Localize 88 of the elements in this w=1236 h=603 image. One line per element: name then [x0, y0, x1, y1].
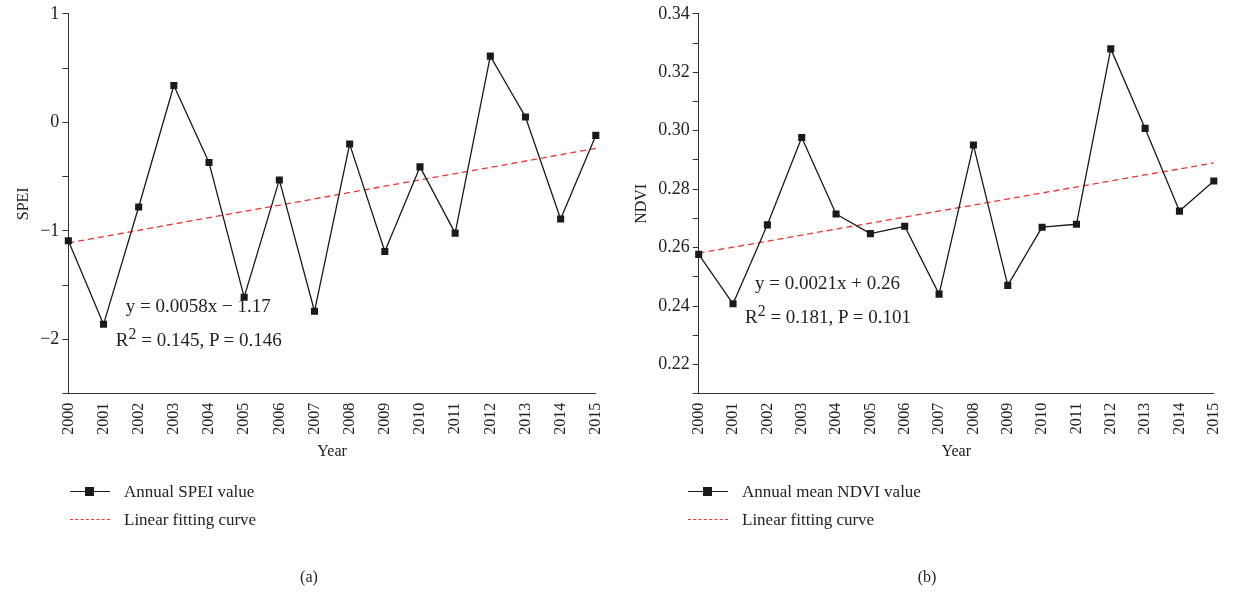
point	[832, 210, 840, 218]
x-tick-label: 2000	[58, 402, 76, 435]
x-tick-label: 2015	[1204, 402, 1221, 435]
x-tick-label: 2013	[515, 402, 533, 435]
x-tick-label: 2011	[1066, 402, 1084, 435]
y-tick-label: 0.30	[658, 119, 690, 140]
y-axis-title: NDVI	[631, 183, 649, 224]
x-tick-label: 2011	[445, 402, 463, 435]
y-tick-label: 0.34	[658, 2, 690, 23]
x-tick-label: 2005	[860, 402, 878, 435]
point	[1038, 223, 1046, 231]
point	[763, 221, 771, 229]
point	[798, 133, 806, 141]
x-tick-label: 2008	[339, 402, 357, 435]
y-tick-label: 0.22	[658, 353, 690, 374]
x-tick-label: 2015	[586, 402, 603, 435]
x-axis-title: Year	[941, 441, 972, 459]
annotation: y = 0.0058x − 1.17	[125, 295, 271, 317]
x-tick-label: 2014	[550, 402, 568, 435]
annotation: y = 0.0021x + 0.26	[755, 272, 900, 295]
point	[935, 290, 943, 298]
x-tick-label: 2002	[128, 402, 146, 435]
point	[310, 307, 319, 315]
annotation: R$^{2}$ = 0.145, P = 0.146	[115, 325, 282, 352]
y-tick-label: −2	[40, 328, 60, 349]
point	[64, 237, 72, 245]
point	[729, 300, 737, 308]
point	[346, 140, 354, 148]
point	[135, 203, 143, 211]
x-tick-label: 2010	[410, 402, 428, 435]
legend-label: Linear fitting curve	[124, 510, 257, 530]
x-tick-label: 2009	[375, 402, 393, 435]
x-axis-title: Year	[317, 441, 348, 459]
point	[486, 52, 494, 60]
x-tick-label: 2003	[164, 402, 182, 435]
point	[1210, 177, 1218, 185]
point	[1004, 281, 1012, 289]
y-tick-label: 1	[50, 2, 60, 23]
point	[1175, 207, 1183, 215]
point	[521, 113, 530, 121]
point	[695, 250, 703, 258]
x-tick-label: 2001	[723, 402, 741, 435]
x-tick-label: 2004	[199, 402, 217, 435]
point	[416, 163, 424, 171]
point	[1107, 45, 1115, 53]
x-tick-label: 2007	[929, 402, 947, 435]
x-tick-label: 2010	[1032, 402, 1050, 435]
x-tick-label: 2008	[963, 402, 981, 435]
point	[866, 230, 874, 238]
y-tick-label: 0.28	[658, 177, 690, 198]
x-tick-label: 2001	[93, 402, 111, 435]
x-tick-label: 2012	[1100, 402, 1118, 435]
text: (b)	[916, 568, 938, 586]
point	[557, 215, 565, 223]
point	[381, 248, 389, 256]
y-tick-label: 0.24	[658, 294, 690, 315]
x-tick-label: 2002	[757, 402, 775, 435]
point	[99, 320, 108, 328]
point	[275, 176, 283, 184]
x-tick-label: 2003	[791, 402, 809, 435]
y-tick-label: 0	[50, 111, 60, 132]
point	[205, 159, 213, 167]
point	[451, 229, 459, 237]
annotation: R$^{2}$ = 0.181, P = 0.101	[745, 302, 911, 329]
x-tick-label: 2005	[234, 402, 252, 435]
y-axis-title: SPEI	[13, 187, 31, 221]
point	[592, 131, 600, 139]
legend-label: Annual mean NDVI value	[742, 482, 921, 502]
y-tick-label: 0.32	[658, 61, 690, 81]
point	[901, 222, 909, 230]
point	[1072, 220, 1080, 228]
x-tick-label: 2014	[1169, 402, 1187, 435]
x-tick-label: 2007	[304, 402, 322, 435]
point	[170, 81, 178, 89]
x-tick-label: 2009	[997, 402, 1015, 435]
legend-label: Linear fitting curve	[742, 510, 875, 530]
y-tick-label: −1	[40, 219, 60, 240]
x-tick-label: 2000	[688, 402, 706, 435]
x-tick-label: 2006	[269, 402, 287, 435]
y-tick-label: 0.26	[658, 236, 690, 257]
point	[1141, 124, 1149, 132]
text: (a)	[299, 568, 319, 586]
x-tick-label: 2012	[480, 402, 498, 435]
x-tick-label: 2006	[894, 402, 912, 435]
x-tick-label: 2004	[826, 402, 844, 435]
point	[969, 141, 977, 149]
x-tick-label: 2013	[1135, 402, 1153, 435]
legend-label: Annual SPEI value	[124, 482, 255, 502]
